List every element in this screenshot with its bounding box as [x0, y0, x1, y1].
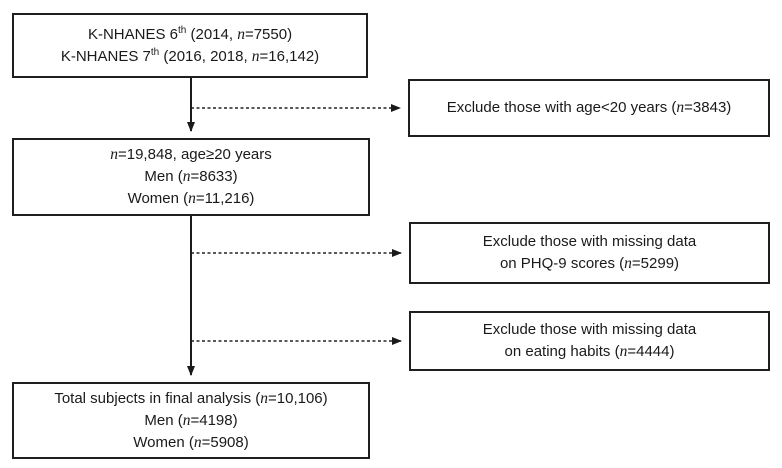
text-line: Women (n=5908)	[133, 432, 248, 454]
text-segment: K-NHANES 6	[87, 25, 178, 43]
text-line: on eating habits (n=4444)	[505, 341, 675, 363]
italic-n: n	[676, 99, 685, 116]
text-segment: =10,106)	[268, 389, 328, 407]
text-line: Total subjects in final analysis (n=10,1…	[54, 388, 327, 410]
italic-n: n	[624, 255, 632, 272]
italic-n: n	[110, 146, 118, 163]
box-exclude-eating-habits-missing: Exclude those with missing data on eating…	[409, 311, 770, 371]
text-line: Exclude those with missing data	[483, 319, 696, 341]
text-segment: =3843)	[684, 99, 732, 116]
italic-n: n	[193, 433, 202, 451]
text-segment: (2016, 2018,	[159, 47, 252, 65]
text-segment: =4198)	[190, 411, 238, 429]
text-line: Men (n=4198)	[144, 410, 237, 432]
text-segment: =4444)	[627, 343, 675, 360]
box-exclude-age: Exclude those with age<20 years (n=3843)	[408, 79, 770, 137]
text-segment: =11,216)	[195, 190, 255, 207]
text-line: K-NHANES 7th (2016, 2018, n=16,142)	[61, 46, 319, 68]
text-line: K-NHANES 6th (2014, n=7550)	[88, 24, 292, 46]
text-segment: Exclude those with age<20 years (	[446, 99, 677, 116]
text-segment: Men (	[144, 411, 183, 429]
text-segment: Total subjects in final analysis (	[54, 389, 261, 407]
text-segment: =5908)	[201, 433, 249, 451]
box-age-filtered-sample: n=19,848, age≥20 years Men (n=8633) Women …	[12, 138, 370, 216]
text-segment: =19,848, age≥20 years	[117, 146, 272, 163]
text-segment: Exclude those with missing data	[482, 321, 697, 338]
italic-n: n	[182, 168, 191, 185]
text-segment: on PHQ-9 scores (	[499, 255, 625, 272]
box-source-cohorts: K-NHANES 6th (2014, n=7550) K-NHANES 7th …	[12, 13, 368, 78]
text-segment: Women (	[127, 190, 189, 207]
text-line: on PHQ-9 scores (n=5299)	[500, 253, 679, 275]
text-segment: Women (	[133, 433, 194, 451]
ordinal-superscript: th	[177, 24, 187, 36]
text-segment: =16,142)	[259, 47, 320, 65]
italic-n: n	[619, 343, 628, 360]
box-final-analysis: Total subjects in final analysis (n=10,1…	[12, 382, 370, 459]
box-exclude-phq9-missing: Exclude those with missing data on PHQ-9 …	[409, 222, 770, 284]
text-line: Exclude those with missing data	[483, 231, 696, 253]
italic-n: n	[251, 47, 260, 65]
italic-n: n	[260, 389, 269, 407]
ordinal-superscript: th	[150, 46, 160, 58]
text-segment: (2014,	[186, 25, 238, 43]
text-segment: K-NHANES 7	[60, 47, 151, 65]
text-line: Women (n=11,216)	[128, 188, 255, 210]
text-segment: Exclude those with missing data	[482, 233, 697, 250]
text-segment: =8633)	[190, 168, 238, 185]
italic-n: n	[182, 411, 191, 429]
text-segment: =7550)	[244, 25, 293, 43]
text-line: Exclude those with age<20 years (n=3843)	[447, 97, 732, 119]
text-line: n=19,848, age≥20 years	[110, 144, 272, 166]
text-segment: Men (	[144, 168, 183, 185]
text-segment: on eating habits (	[504, 343, 620, 360]
italic-n: n	[188, 190, 196, 207]
text-segment: =5299)	[631, 255, 680, 272]
text-line: Men (n=8633)	[144, 166, 237, 188]
italic-n: n	[237, 25, 245, 43]
